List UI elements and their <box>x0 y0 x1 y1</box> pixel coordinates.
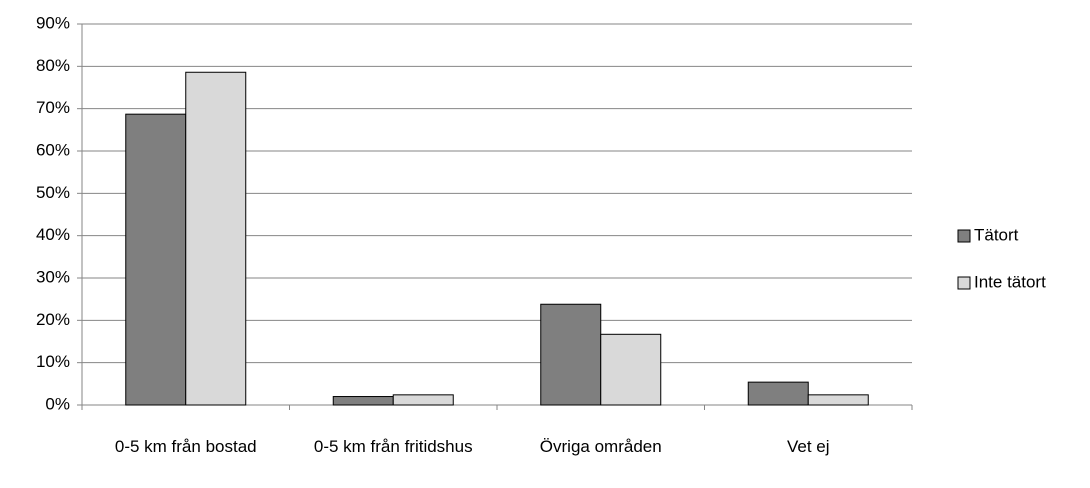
y-tick-label: 30% <box>36 267 70 286</box>
legend-swatch <box>957 229 971 243</box>
y-tick-label: 0% <box>45 394 70 413</box>
y-tick-label: 90% <box>36 13 70 32</box>
bar <box>185 71 247 406</box>
x-tick-label: Övriga områden <box>539 437 662 456</box>
y-tick-label: 10% <box>36 352 70 371</box>
bar <box>125 113 187 406</box>
x-tick-label: 0-5 km från bostad <box>114 437 257 456</box>
y-tick-label: 40% <box>36 225 70 244</box>
x-tick-label: 0-5 km från fritidshus <box>313 437 473 456</box>
y-tick-label: 70% <box>36 98 70 117</box>
legend-swatch <box>957 276 971 290</box>
bar <box>332 396 394 406</box>
bar <box>600 333 662 406</box>
bar <box>540 303 602 406</box>
bar <box>807 394 869 406</box>
x-tick-label: Vet ej <box>786 437 830 456</box>
y-tick-label: 50% <box>36 183 70 202</box>
bar <box>747 381 809 406</box>
bar <box>392 394 454 406</box>
legend-label: Inte tätort <box>974 272 1046 291</box>
y-tick-label: 20% <box>36 310 70 329</box>
y-tick-label: 60% <box>36 140 70 159</box>
legend-label: Tätort <box>974 225 1019 244</box>
y-tick-label: 80% <box>36 56 70 75</box>
